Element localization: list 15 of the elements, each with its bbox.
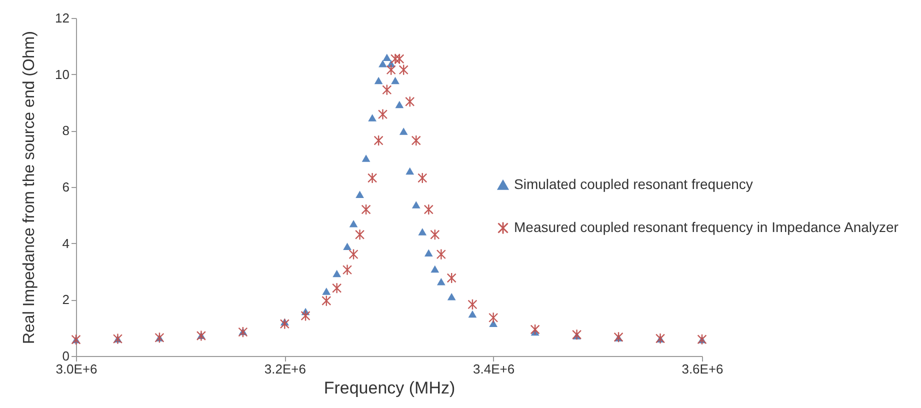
legend-label: Simulated coupled resonant frequency bbox=[514, 176, 753, 192]
y-tick-label: 6 bbox=[62, 180, 70, 194]
x-axis-title: Frequency (MHz) bbox=[324, 378, 456, 398]
y-tick-label: 12 bbox=[55, 10, 70, 26]
legend-label: Measured coupled resonant frequency in Impedance Analyzer bbox=[514, 219, 899, 235]
x-tick-label: 3.4E+6 bbox=[473, 362, 515, 376]
y-axis-title: Real Impedance from the source end (Ohm) bbox=[21, 30, 38, 344]
y-tick-label: 8 bbox=[62, 123, 70, 138]
x-tick-label: 3.2E+6 bbox=[264, 362, 306, 376]
y-tick-label: 10 bbox=[55, 66, 70, 82]
y-tick-label: 4 bbox=[62, 236, 70, 251]
x-tick-label: 3.6E+6 bbox=[682, 362, 724, 376]
x-tick-label: 3.0E+6 bbox=[56, 362, 98, 376]
y-tick-label: 0 bbox=[62, 348, 70, 364]
y-tick-label: 2 bbox=[62, 292, 70, 308]
